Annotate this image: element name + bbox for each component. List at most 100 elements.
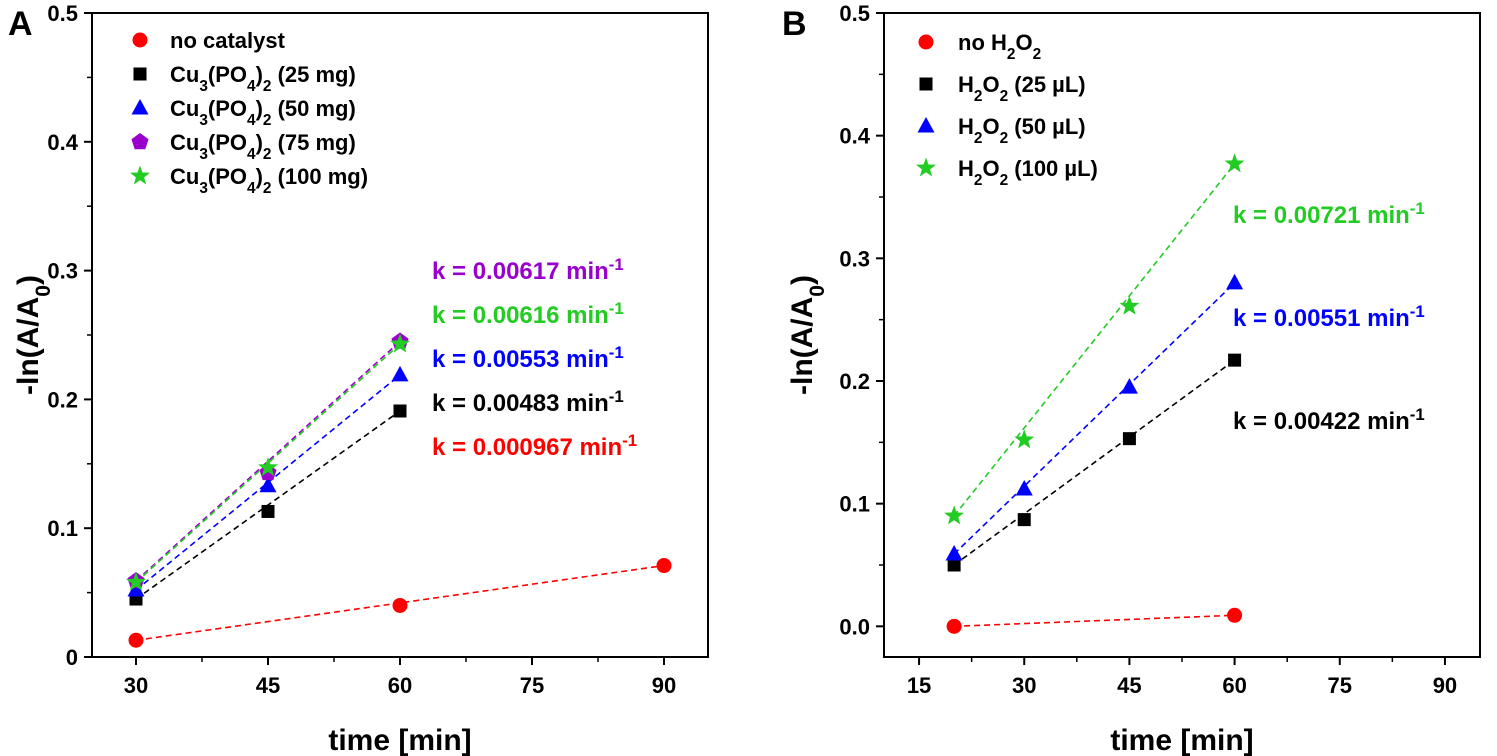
legend: no H2O2 H2O2 (25 µL) H2O2 (50 µL) H2O2 (100… [916,30,1098,189]
data-point [128,632,144,648]
x-tick-label: 75 [520,673,544,698]
x-tick-label: 60 [388,673,412,698]
legend-entry-label: Cu3(PO4)2 (50 mg) [170,96,356,129]
data-point [1120,378,1138,394]
series-points-2 [127,365,409,597]
rate-constant-label: k = 0.00483 min-1 [432,387,624,418]
series-points-3 [944,153,1245,525]
y-tick-label: 0.2 [47,387,78,412]
legend-marker [130,165,150,185]
series-2 [953,282,1236,555]
y-tick-label: 0.1 [47,516,78,541]
data-point [1119,295,1140,315]
data-point [1224,153,1245,173]
y-tick-label: 0.5 [839,1,870,26]
series-points-1 [947,353,1242,572]
rate-constant-label: k = 0.00721 min-1 [1233,199,1425,230]
x-tick-label: 45 [256,673,280,698]
series-points-1 [129,404,407,606]
fit-line [135,564,665,642]
chart-panel-b: B 15 30 45 60 75 90 0.0 0.1 0.2 0.3 0.4 0.5 time [min… [782,1,1481,756]
x-tick-label: 15 [907,673,931,698]
legend-entry-label: H2O2 (50 µL) [958,114,1086,147]
data-point [259,476,277,493]
legend-marker [132,32,148,48]
data-point [1015,479,1033,496]
rate-constant-label: k = 0.00422 min-1 [1233,405,1425,436]
series-points-0 [128,558,672,648]
x-axis-title: time [min] [328,724,471,756]
data-point [946,618,962,634]
legend-marker [917,117,935,133]
data-point [392,597,408,613]
fit-line [954,614,1235,628]
legend-marker [131,133,149,150]
rate-constant-label: k = 0.00551 min-1 [1233,302,1425,333]
data-point [127,581,145,597]
data-point [261,504,275,518]
panel-label: A [8,5,33,43]
legend-entry-label: Cu3(PO4)2 (100 mg) [170,164,368,197]
y-axis-title: -ln(A/A0) [12,275,55,395]
legend-entry-label: no catalyst [170,28,286,53]
data-point [656,558,672,574]
y-tick-label: 0.5 [47,1,78,26]
x-tick-label: 30 [124,673,148,698]
y-tick-label: 0 [66,645,78,670]
data-point [391,365,409,382]
y-tick-label: 0.4 [839,124,870,149]
legend-entry-label: no H2O2 [958,30,1041,63]
x-tick-label: 60 [1222,673,1246,698]
x-tick-label: 90 [1433,673,1457,698]
legend-entry-label: H2O2 (25 µL) [958,72,1086,105]
data-point [945,544,963,561]
data-point [1227,607,1243,623]
y-tick-label: 0.1 [839,492,870,517]
x-tick-label: 30 [1012,673,1036,698]
y-tick-label: 0.2 [839,369,870,394]
rate-constant-label: k = 0.000967 min-1 [432,431,637,462]
x-tick-label: 90 [652,673,676,698]
series-points-2 [945,273,1244,561]
legend-marker [131,99,149,115]
series-1 [953,359,1236,566]
rate-constant-label: k = 0.00617 min-1 [432,255,624,286]
y-axis-title: -ln(A/A0) [786,275,829,395]
series-points-0 [946,607,1243,634]
data-point [390,333,410,353]
rate-constant-label: k = 0.00553 min-1 [432,343,624,374]
y-tick-label: 0.4 [47,130,78,155]
legend: no catalyst Cu3(PO4)2 (25 mg)Cu3(PO4)2 (5… [130,28,368,197]
y-tick-label: 0.3 [47,259,78,284]
rate-constant-label: k = 0.00616 min-1 [432,299,624,330]
legend-marker [919,77,933,91]
legend-marker [916,157,936,177]
legend-entry-label: H2O2 (100 µL) [958,156,1098,189]
data-point [1226,273,1244,290]
x-tick-label: 45 [1117,673,1141,698]
data-point [947,558,961,572]
data-point [1017,513,1031,527]
fit-line [953,359,1236,566]
data-point [1014,429,1035,449]
y-tick-label: 0.0 [839,614,870,639]
fit-line [953,282,1236,555]
data-point [1228,353,1242,367]
plot-frame [883,12,1481,658]
panel-label: B [782,5,807,43]
x-tick-label: 75 [1328,673,1352,698]
series-points-4 [126,333,410,591]
x-axis-title: time [min] [1110,724,1253,756]
legend-entry-label: Cu3(PO4)2 (75 mg) [170,130,356,163]
series-0 [954,614,1235,628]
legend-marker [133,67,147,81]
data-point [1122,432,1136,446]
series-0 [135,564,665,642]
legend-marker [918,34,934,50]
legend-entry-label: Cu3(PO4)2 (25 mg) [170,62,356,95]
chart-panel-a: A 30 45 60 75 90 0 0.1 0.2 0.3 0.4 0.5 time [min] -ln… [8,1,709,756]
data-point [126,571,146,591]
y-tick-label: 0.3 [839,246,870,271]
fit-line [953,163,1236,517]
